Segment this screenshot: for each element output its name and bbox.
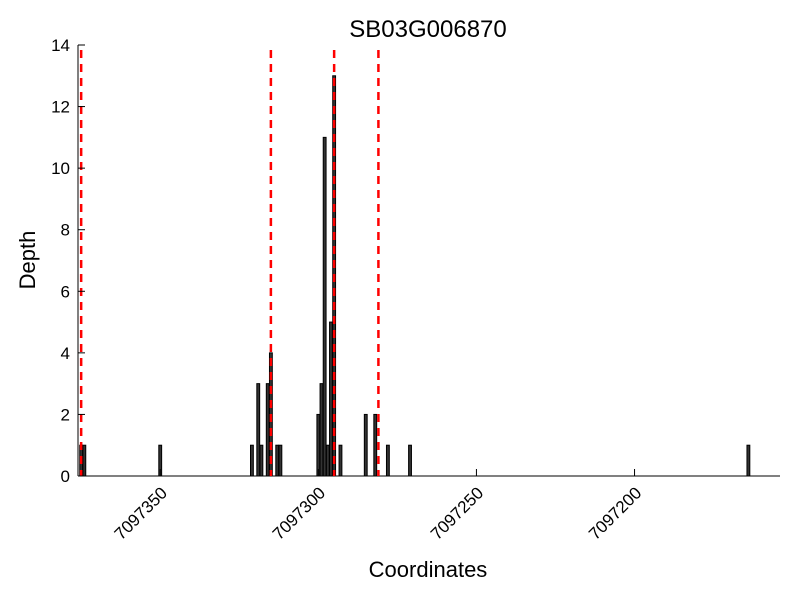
bar-5 [259,444,264,477]
x-axis-label: Coordinates [369,557,488,582]
y-tick-label-1: 2 [61,405,70,424]
bar-19 [385,444,390,477]
bar-14 [329,321,333,477]
bar-3 [250,444,254,477]
bar-20 [408,444,412,477]
x-tick-label-1: 7097300 [269,483,329,543]
x-tick-label-0: 7097350 [111,483,171,543]
bar-16 [338,444,343,477]
chart-title: SB03G006870 [349,16,506,43]
y-tick-label-3: 6 [61,282,70,301]
y-tick-label-0: 0 [61,467,70,486]
bar-18 [373,413,378,477]
bar-8 [275,444,280,477]
bar-13 [325,444,330,477]
y-tick-label-4: 8 [61,221,70,240]
bar-17 [363,413,368,477]
bar-1 [82,444,87,477]
bar-11 [319,383,324,477]
y-tick-label-2: 4 [61,344,70,363]
y-tick-label-6: 12 [51,98,70,117]
x-tick-label-3: 7097200 [585,483,645,543]
bar-10 [316,413,321,477]
bar-4 [256,383,261,477]
bar-12 [322,136,327,477]
plot-area: 0 2 4 6 8 10 12 14 7097350 7097300 7097250 7097200 [51,36,780,544]
y-tick-label-7: 14 [51,36,70,55]
bar-6 [265,383,270,477]
bar-21 [746,444,751,477]
y-axis-label: Depth [15,231,40,290]
x-tick-label-2: 7097250 [427,483,487,543]
bar-9 [278,444,283,477]
y-tick-label-5: 10 [51,159,70,178]
